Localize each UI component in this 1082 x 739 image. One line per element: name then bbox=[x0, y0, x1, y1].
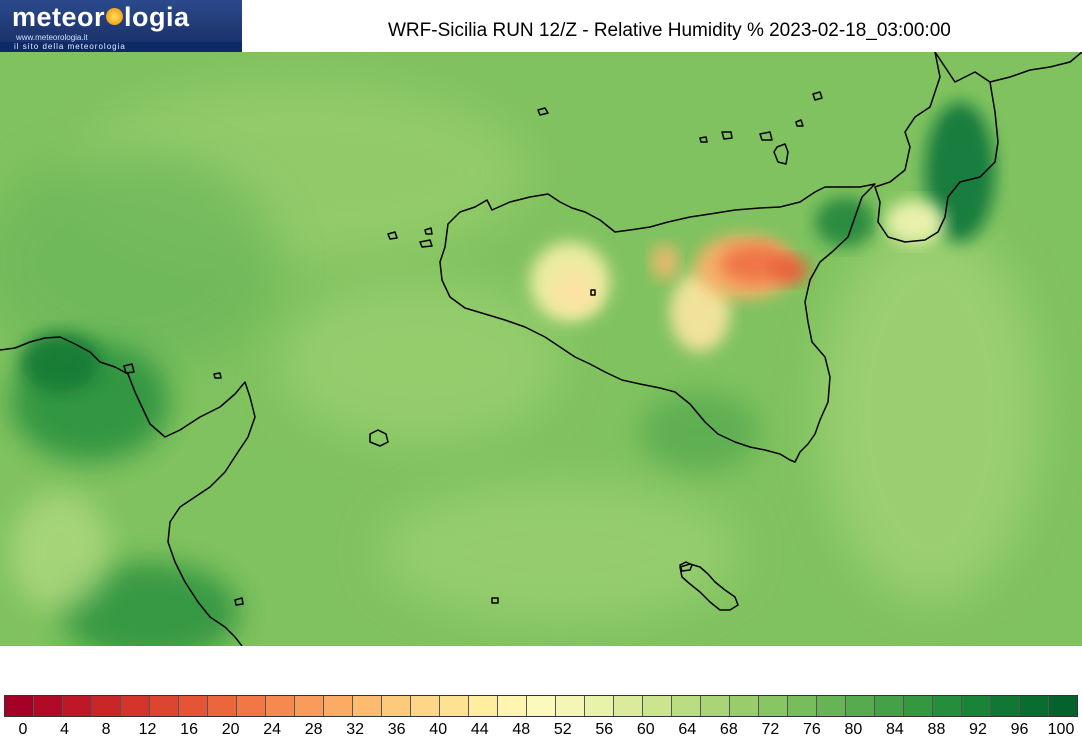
logo-brand-left: meteor bbox=[12, 2, 106, 32]
colorbar-cell bbox=[962, 696, 991, 716]
eolie-island-4 bbox=[773, 143, 789, 165]
colorbar-cell bbox=[730, 696, 759, 716]
colorbar-tick-label: 28 bbox=[304, 721, 323, 738]
colorbar-tick-label: 16 bbox=[180, 721, 198, 738]
colorbar-cell bbox=[411, 696, 440, 716]
colorbar-cell bbox=[353, 696, 382, 716]
colorbar-cell bbox=[440, 696, 469, 716]
colorbar-cell bbox=[643, 696, 672, 716]
eolie-island-5 bbox=[812, 91, 823, 101]
sicily-coastline bbox=[439, 183, 876, 463]
colorbar-tick-label: 48 bbox=[512, 721, 531, 738]
colorbar-cell bbox=[295, 696, 324, 716]
colorbar-cell bbox=[817, 696, 846, 716]
colorbar-cell bbox=[92, 696, 121, 716]
egadi-island-1 bbox=[387, 231, 398, 240]
humidity-colorbar bbox=[4, 695, 1078, 717]
tunisia-islet-1 bbox=[123, 363, 135, 374]
colorbar-cell bbox=[904, 696, 933, 716]
colorbar-cell bbox=[34, 696, 63, 716]
logo-url: www.meteorologia.it bbox=[16, 33, 88, 42]
coastlines bbox=[0, 52, 1082, 646]
colorbar-tick-label: 8 bbox=[101, 721, 111, 738]
colorbar-cell bbox=[527, 696, 556, 716]
colorbar-tick-label: 40 bbox=[429, 721, 448, 738]
sun-icon bbox=[106, 8, 124, 25]
colorbar-cell bbox=[498, 696, 527, 716]
colorbar-cell bbox=[266, 696, 295, 716]
colorbar-cell bbox=[614, 696, 643, 716]
eolie-island-6 bbox=[795, 119, 804, 127]
eolie-island-1 bbox=[699, 136, 708, 143]
colorbar-tick-label: 96 bbox=[1010, 721, 1029, 738]
colorbar-tick-label: 92 bbox=[969, 721, 987, 738]
humidity-map bbox=[0, 52, 1082, 646]
egadi-island-2 bbox=[419, 239, 433, 248]
colorbar-cell bbox=[1020, 696, 1049, 716]
egadi-island-3 bbox=[424, 227, 433, 235]
colorbar-tick-label: 68 bbox=[719, 721, 738, 738]
colorbar-cell bbox=[150, 696, 179, 716]
colorbar-tick-label: 32 bbox=[346, 721, 365, 738]
colorbar-cell bbox=[556, 696, 585, 716]
colorbar-cell bbox=[701, 696, 730, 716]
malta-islet bbox=[491, 597, 499, 604]
colorbar-cell bbox=[5, 696, 34, 716]
colorbar-tick-label: 64 bbox=[678, 721, 697, 738]
colorbar-cell bbox=[208, 696, 237, 716]
colorbar-tick-label: 20 bbox=[221, 721, 240, 738]
colorbar-cell bbox=[933, 696, 962, 716]
lampedusa-islet bbox=[213, 372, 222, 379]
colorbar-tick-label: 36 bbox=[387, 721, 406, 738]
sicily-islet bbox=[590, 289, 596, 296]
colorbar-tick-label: 100 bbox=[1047, 721, 1075, 738]
colorbar-cell bbox=[1049, 696, 1077, 716]
colorbar-tick-label: 72 bbox=[761, 721, 780, 738]
colorbar-cell bbox=[382, 696, 411, 716]
tunisia-islet-2 bbox=[234, 597, 244, 606]
colorbar-tick-label: 0 bbox=[18, 721, 28, 738]
colorbar-cell bbox=[875, 696, 904, 716]
colorbar-tick-labels: 0 4 8 12 16 20 24 28 32 36 40 44 48 52 56 60 64 68 72 76 80 8… bbox=[4, 721, 1078, 739]
colorbar-cell bbox=[759, 696, 788, 716]
eolie-island-3 bbox=[759, 131, 773, 141]
colorbar-cell bbox=[121, 696, 150, 716]
logo-tagline: il sito della meteorologia bbox=[0, 42, 242, 52]
colorbar-tick-label: 56 bbox=[595, 721, 614, 738]
malta-coastline bbox=[679, 563, 739, 611]
colorbar-cell bbox=[788, 696, 817, 716]
colorbar-cell bbox=[324, 696, 353, 716]
colorbar-tick-label: 60 bbox=[636, 721, 655, 738]
humidity-field bbox=[0, 82, 1040, 646]
colorbar-tick-label: 12 bbox=[138, 721, 157, 738]
colorbar-cell bbox=[991, 696, 1020, 716]
colorbar-tick-label: 88 bbox=[927, 721, 946, 738]
calabria-coastline bbox=[874, 52, 1082, 243]
meteorologia-logo[interactable]: meteor logia www.meteorologia.it il sito … bbox=[0, 0, 242, 52]
tunisia-coastline bbox=[0, 336, 256, 646]
map-title: WRF-Sicilia RUN 12/Z - Relative Humidity… bbox=[388, 20, 951, 41]
colorbar-tick-label: 76 bbox=[802, 721, 821, 738]
gozo-coastline bbox=[679, 561, 693, 572]
colorbar-tick-label: 4 bbox=[60, 721, 69, 738]
colorbar-tick-label: 52 bbox=[553, 721, 572, 738]
ustica-coastline bbox=[537, 107, 549, 116]
colorbar-tick-label: 44 bbox=[470, 721, 489, 738]
colorbar-cell bbox=[672, 696, 701, 716]
colorbar-cell bbox=[179, 696, 208, 716]
logo-brand: meteor logia bbox=[12, 2, 190, 33]
pantelleria-coastline bbox=[369, 429, 389, 447]
colorbar-cell bbox=[63, 696, 92, 716]
colorbar-cell bbox=[846, 696, 875, 716]
colorbar-tick-label: 24 bbox=[263, 721, 282, 738]
colorbar-cell bbox=[585, 696, 614, 716]
colorbar-tick-label: 80 bbox=[844, 721, 863, 738]
colorbar-tick-label: 84 bbox=[886, 721, 904, 738]
colorbar-cell bbox=[237, 696, 266, 716]
eolie-island-2 bbox=[721, 131, 733, 140]
colorbar-cell bbox=[469, 696, 498, 716]
logo-brand-right: logia bbox=[124, 2, 190, 32]
